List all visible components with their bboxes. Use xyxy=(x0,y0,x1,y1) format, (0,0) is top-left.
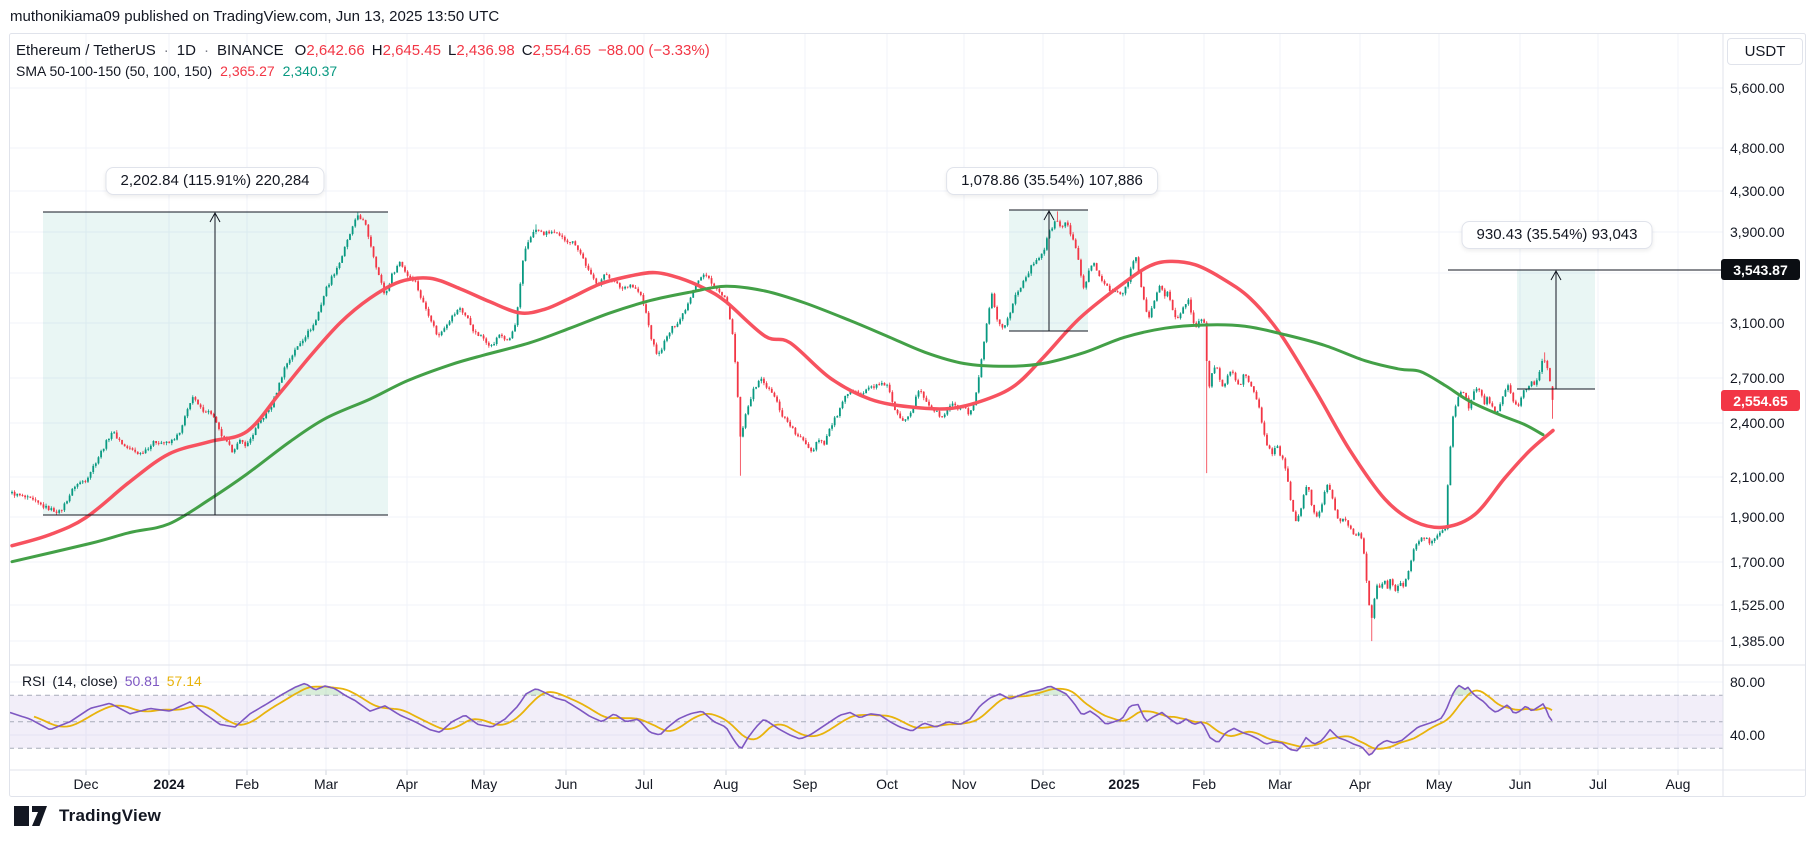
measure-label-1[interactable]: 2,202.84 (115.91%) 220,284 xyxy=(105,167,325,195)
sma-slow-value: 2,340.37 xyxy=(282,63,338,79)
sma-name: SMA 50-100-150 (50, 100, 150) xyxy=(16,63,213,79)
rsi-ma-value: 57.14 xyxy=(166,673,202,689)
interval-label: 1D xyxy=(176,42,196,59)
separator-dot: · xyxy=(203,42,209,59)
time-axis-label: Aug xyxy=(713,776,739,792)
close-value: C2,554.65 xyxy=(521,42,591,59)
price-tick-label: 2,400.00 xyxy=(1730,415,1785,431)
change-value: −88.00 (−3.33%) xyxy=(597,42,710,59)
tradingview-logo-icon xyxy=(14,806,47,826)
symbol-legend[interactable]: Ethereum / TetherUS · 1D · BINANCE O2,64… xyxy=(16,42,710,59)
time-axis-label: Sep xyxy=(792,776,818,792)
time-axis-label: May xyxy=(1425,776,1453,792)
time-axis-label: Nov xyxy=(951,776,977,792)
time-axis-label: Aug xyxy=(1665,776,1691,792)
publish-header: muthonikiama09 published on TradingView.… xyxy=(10,8,500,25)
target-price-label: 3,543.87 xyxy=(1721,259,1800,280)
sma-fast-value: 2,365.27 xyxy=(220,63,275,79)
measure-label-3[interactable]: 930.43 (35.54%) 93,043 xyxy=(1461,221,1653,249)
price-tick-label: 2,700.00 xyxy=(1730,370,1785,386)
time-axis-label: Feb xyxy=(234,776,260,792)
price-tick-label: 1,700.00 xyxy=(1730,554,1785,570)
separator-dot: · xyxy=(163,42,169,59)
exchange-label: BINANCE xyxy=(216,42,284,59)
price-tick-label: 3,900.00 xyxy=(1730,224,1785,240)
time-axis-label: Feb xyxy=(1191,776,1217,792)
price-tick-label: 4,800.00 xyxy=(1730,140,1785,156)
rsi-value: 50.81 xyxy=(124,673,160,689)
time-axis-label: Dec xyxy=(1030,776,1056,792)
time-axis-label: 2025 xyxy=(1108,776,1140,792)
symbol-name: Ethereum / TetherUS xyxy=(16,42,156,59)
high-value: H2,645.45 xyxy=(371,42,441,59)
price-tick-label: 1,525.00 xyxy=(1730,597,1785,613)
low-value: L2,436.98 xyxy=(447,42,515,59)
price-tick-label: 4,300.00 xyxy=(1730,183,1785,199)
time-axis-label: 2024 xyxy=(153,776,185,792)
time-axis-label: Apr xyxy=(396,776,418,792)
price-tick-label: 2,100.00 xyxy=(1730,469,1785,485)
rsi-legend[interactable]: RSI (14, close) 50.81 57.14 xyxy=(22,673,202,689)
time-axis-label: Dec xyxy=(73,776,99,792)
price-tick-label: 1,900.00 xyxy=(1730,509,1785,525)
time-axis-label: May xyxy=(470,776,498,792)
time-axis-label: Jul xyxy=(635,776,653,792)
time-axis-label: Jun xyxy=(1508,776,1532,792)
rsi-tick-label: 80.00 xyxy=(1730,674,1766,690)
tradingview-watermark-text: TradingView xyxy=(59,806,162,825)
tradingview-watermark[interactable]: TradingView xyxy=(14,805,161,827)
price-tick-label: 1,385.00 xyxy=(1730,633,1785,649)
rsi-params: (14, close) xyxy=(52,673,118,689)
price-tick-label: 3,100.00 xyxy=(1730,315,1785,331)
currency-badge[interactable]: USDT xyxy=(1727,38,1803,65)
rsi-name: RSI xyxy=(22,673,46,689)
sma-legend[interactable]: SMA 50-100-150 (50, 100, 150) 2,365.27 2… xyxy=(16,63,337,79)
time-axis-label: Mar xyxy=(313,776,339,792)
time-axis-label: Jun xyxy=(554,776,578,792)
measure-label-2[interactable]: 1,078.86 (35.54%) 107,886 xyxy=(946,167,1158,195)
time-axis-label: Jul xyxy=(1589,776,1607,792)
time-axis-label: Oct xyxy=(876,776,898,792)
price-tick-label: 5,600.00 xyxy=(1730,80,1785,96)
time-axis-label: Mar xyxy=(1267,776,1293,792)
open-value: O2,642.66 xyxy=(294,42,365,59)
last-price-label: 2,554.65 xyxy=(1721,390,1800,411)
time-axis-label: Apr xyxy=(1349,776,1371,792)
rsi-tick-label: 40.00 xyxy=(1730,727,1766,743)
